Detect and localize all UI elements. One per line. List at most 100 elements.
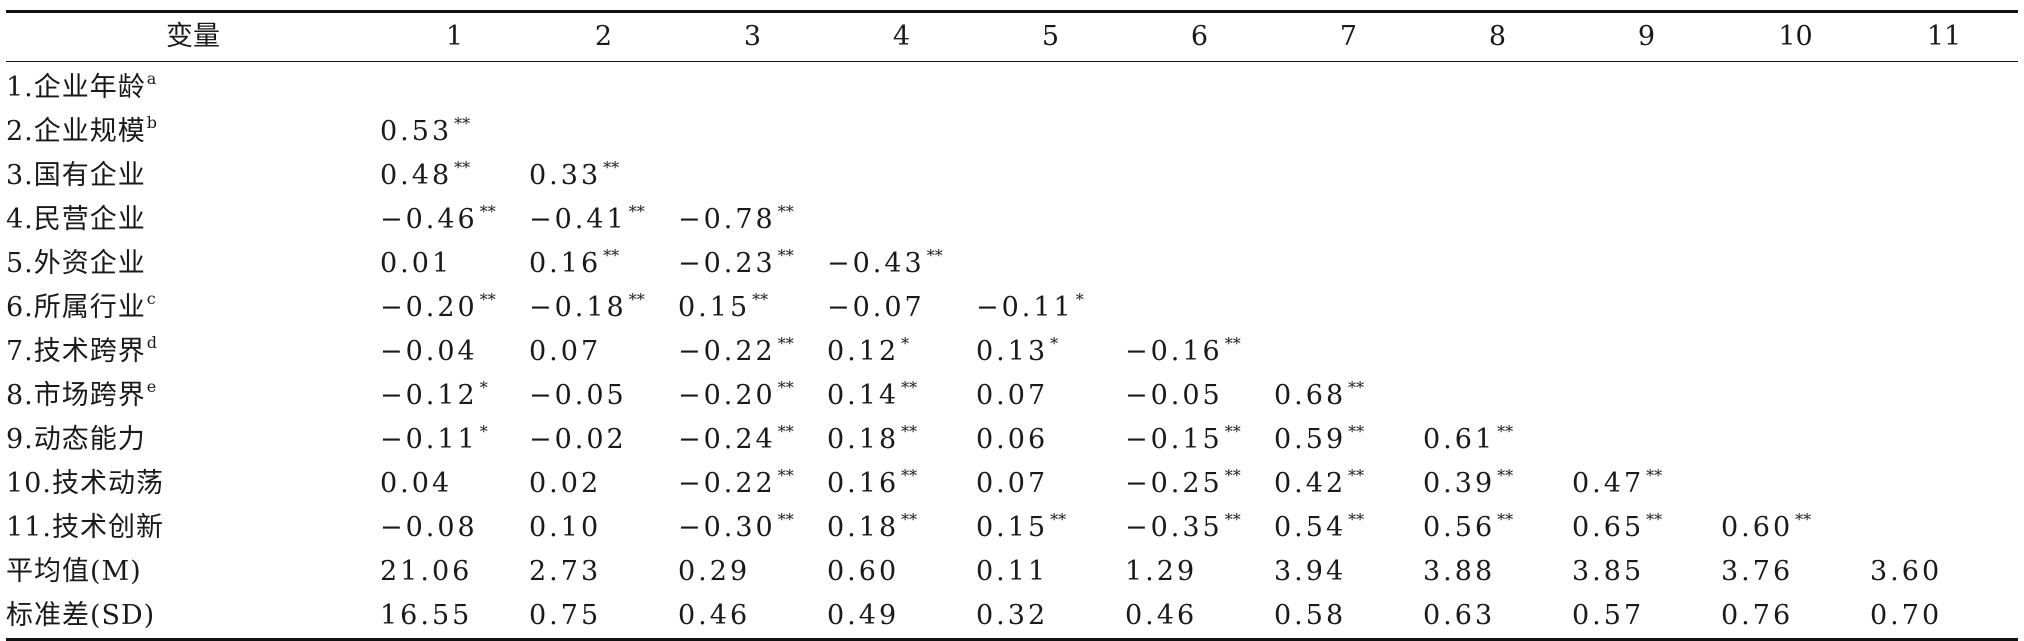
cell-value: 0.11 bbox=[976, 556, 1049, 587]
table-cell: 0.06 bbox=[976, 418, 1125, 462]
cell-value: −0.22 bbox=[678, 468, 776, 499]
cell-value: 0.39 bbox=[1423, 468, 1496, 499]
table-cell: 0.15 ** bbox=[976, 506, 1125, 550]
cell-value: 0.04 bbox=[380, 468, 453, 499]
variable-name: 7.技术跨界 bbox=[6, 336, 146, 367]
table-cell: −0.02 bbox=[529, 418, 678, 462]
table-cell bbox=[1572, 110, 1721, 154]
table-cell: −0.22 ** bbox=[678, 462, 827, 506]
footnote-marker: c bbox=[146, 289, 156, 308]
table-cell bbox=[1870, 154, 2018, 198]
table-cell bbox=[1870, 286, 2018, 330]
table-cell bbox=[1721, 286, 1870, 330]
table-cell: 0.59 ** bbox=[1274, 418, 1423, 462]
cell-value: 0.49 bbox=[827, 600, 900, 631]
cell-value: 0.76 bbox=[1721, 600, 1794, 631]
table-cell bbox=[1125, 62, 1274, 111]
significance-marker: ** bbox=[628, 202, 645, 221]
significance-marker: ** bbox=[628, 290, 645, 309]
table-cell: 0.46 bbox=[678, 594, 827, 640]
table-cell bbox=[1721, 110, 1870, 154]
variable-name: 3.国有企业 bbox=[6, 160, 146, 191]
table-cell: 3.60 bbox=[1870, 550, 2018, 594]
table-cell bbox=[1423, 198, 1572, 242]
significance-marker: * bbox=[1075, 290, 1084, 309]
cell-value: 0.46 bbox=[678, 600, 751, 631]
cell-value: 0.06 bbox=[976, 424, 1049, 455]
header-col-4: 4 bbox=[827, 11, 976, 62]
cell-value: 0.18 bbox=[827, 424, 900, 455]
footnote-marker: b bbox=[146, 113, 158, 132]
significance-marker: * bbox=[479, 422, 488, 441]
cell-value: 0.16 bbox=[827, 468, 900, 499]
cell-value: 0.75 bbox=[529, 600, 602, 631]
significance-marker: ** bbox=[777, 202, 794, 221]
cell-value: −0.41 bbox=[529, 204, 627, 235]
variable-name: 8.市场跨界 bbox=[6, 380, 146, 411]
cell-value: 0.68 bbox=[1274, 380, 1347, 411]
variable-name: 1.企业年龄 bbox=[6, 72, 146, 103]
cell-value: 16.55 bbox=[380, 600, 473, 631]
table-cell bbox=[1721, 242, 1870, 286]
table-cell bbox=[1721, 418, 1870, 462]
table-cell: −0.11 * bbox=[380, 418, 529, 462]
significance-marker: ** bbox=[1050, 510, 1067, 529]
header-col-6: 6 bbox=[1125, 11, 1274, 62]
cell-value: −0.15 bbox=[1125, 424, 1223, 455]
cell-value: 0.13 bbox=[976, 336, 1049, 367]
significance-marker: ** bbox=[777, 422, 794, 441]
table-cell: 3.85 bbox=[1572, 550, 1721, 594]
cell-value: 0.60 bbox=[1721, 512, 1794, 543]
table-cell bbox=[1125, 242, 1274, 286]
significance-marker: ** bbox=[603, 246, 620, 265]
table-cell bbox=[827, 62, 976, 111]
cell-value: −0.78 bbox=[678, 204, 776, 235]
table-cell: 0.58 bbox=[1274, 594, 1423, 640]
significance-marker: ** bbox=[1348, 510, 1365, 529]
cell-value: −0.35 bbox=[1125, 512, 1223, 543]
cell-value: −0.24 bbox=[678, 424, 776, 455]
significance-marker: ** bbox=[1348, 422, 1365, 441]
table-cell: −0.15 ** bbox=[1125, 418, 1274, 462]
table-cell bbox=[827, 198, 976, 242]
cell-value: −0.02 bbox=[529, 424, 627, 455]
table-row: 2.企业规模b 0.53 ** bbox=[6, 110, 2018, 154]
table-cell bbox=[1870, 110, 2018, 154]
table-cell: −0.20 ** bbox=[678, 374, 827, 418]
row-label: 8.市场跨界e bbox=[6, 374, 380, 418]
table-cell: 3.88 bbox=[1423, 550, 1572, 594]
table-header: 变量 1 2 3 4 5 6 7 8 9 10 11 bbox=[6, 11, 2018, 62]
table-cell: 0.60 bbox=[827, 550, 976, 594]
row-label: 11.技术创新 bbox=[6, 506, 380, 550]
table-cell bbox=[1870, 418, 2018, 462]
table-row: 5.外资企业 0.01 0.16 ** −0.23 ** −0.43 ** bbox=[6, 242, 2018, 286]
significance-marker: ** bbox=[901, 466, 918, 485]
table-cell: 0.07 bbox=[976, 374, 1125, 418]
table-cell bbox=[1870, 330, 2018, 374]
table-cell: −0.20 ** bbox=[380, 286, 529, 330]
table-row: 4.民营企业 −0.46 ** −0.41 ** −0.78 ** bbox=[6, 198, 2018, 242]
cell-value: 0.59 bbox=[1274, 424, 1347, 455]
table-cell bbox=[1423, 110, 1572, 154]
table-cell bbox=[1572, 286, 1721, 330]
row-label: 1.企业年龄a bbox=[6, 62, 380, 111]
table-cell bbox=[1423, 286, 1572, 330]
table-cell: 0.14 ** bbox=[827, 374, 976, 418]
significance-marker: ** bbox=[1224, 510, 1241, 529]
table-cell: −0.25 ** bbox=[1125, 462, 1274, 506]
significance-marker: ** bbox=[1795, 510, 1812, 529]
significance-marker: ** bbox=[777, 466, 794, 485]
table-cell bbox=[1870, 242, 2018, 286]
table-cell bbox=[1274, 110, 1423, 154]
table-cell: 0.39 ** bbox=[1423, 462, 1572, 506]
table-row: 11.技术创新 −0.08 0.10 −0.30 ** 0.18 ** 0.15 ** −0.35… bbox=[6, 506, 2018, 550]
cell-value: 0.58 bbox=[1274, 600, 1347, 631]
table-cell: 0.12 * bbox=[827, 330, 976, 374]
table-cell: 1.29 bbox=[1125, 550, 1274, 594]
table-cell bbox=[1423, 374, 1572, 418]
table-cell bbox=[1721, 330, 1870, 374]
significance-marker: ** bbox=[1348, 378, 1365, 397]
table-cell: 0.48 ** bbox=[380, 154, 529, 198]
cell-value: 0.61 bbox=[1423, 424, 1496, 455]
cell-value: 0.18 bbox=[827, 512, 900, 543]
